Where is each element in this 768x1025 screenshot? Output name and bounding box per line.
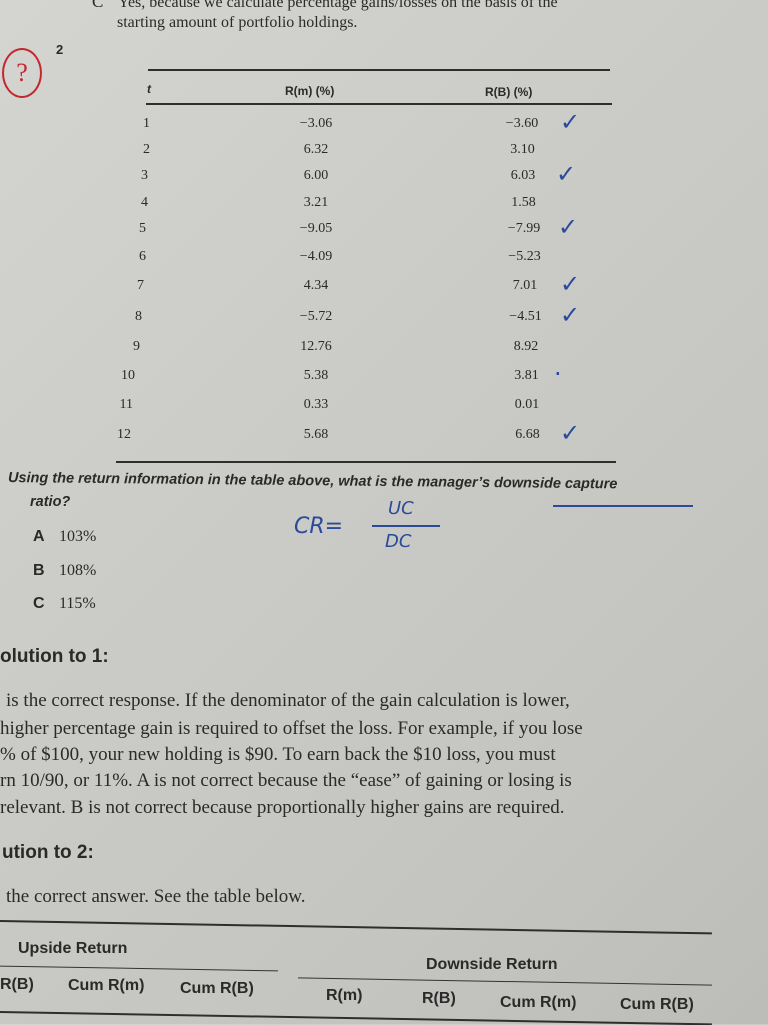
row-t: 12 <box>117 427 131 442</box>
prev-option-text-2: starting amount of portfolio holdings. <box>117 14 358 31</box>
option-b[interactable]: B 108% <box>33 562 96 580</box>
column-header: R(B) <box>422 990 456 1007</box>
downside-rule <box>298 977 712 986</box>
solution1-line: is the correct response. If the denomina… <box>6 690 570 711</box>
column-header: Cum R(B) <box>180 980 254 997</box>
group-downside: Downside Return <box>426 956 558 973</box>
solution2-intro: the correct answer. See the table below. <box>6 886 306 907</box>
row-t: 3 <box>141 168 148 183</box>
option-letter: B <box>33 562 45 579</box>
row-rm: 3.21 <box>303 195 329 210</box>
option-letter: A <box>33 528 45 545</box>
table-header-rule <box>146 103 612 105</box>
option-text: 115% <box>59 595 96 612</box>
row-rm: 12.76 <box>300 339 332 354</box>
handwriting-fraction-bar <box>372 525 440 527</box>
row-t: 6 <box>139 249 146 264</box>
row-t: 1 <box>143 116 150 131</box>
row-mark-checkmark-icon: ✓ <box>560 301 581 329</box>
option-a[interactable]: A 103% <box>33 528 96 546</box>
column-header: Cum R(m) <box>500 994 577 1011</box>
column-header: R(m) <box>326 987 363 1004</box>
row-rb: 6.68 <box>515 427 540 442</box>
row-rb: −5.23 <box>508 249 541 264</box>
row-rm: 4.34 <box>303 278 329 293</box>
solution1-line: relevant. B is not correct because propo… <box>0 797 565 818</box>
table-top-rule <box>148 69 610 71</box>
handwriting-numerator: UC <box>388 498 414 519</box>
row-t: 9 <box>133 339 140 354</box>
row-mark-checkmark-icon: ✓ <box>556 160 577 188</box>
row-t: 5 <box>139 221 146 236</box>
header-rm: R(m) (%) <box>285 84 335 98</box>
row-mark-checkmark-icon: ✓ <box>558 213 579 241</box>
row-rm: 5.68 <box>303 427 329 442</box>
row-rb: 7.01 <box>512 278 538 293</box>
row-rm: −3.06 <box>299 116 333 131</box>
row-rm: −9.05 <box>299 221 333 236</box>
row-rm: 6.00 <box>303 168 329 183</box>
question-prompt-2: ratio? <box>30 494 71 510</box>
row-rb: 8.92 <box>513 339 539 354</box>
question-prompt: Using the return information in the tabl… <box>7 470 618 493</box>
row-t: 11 <box>119 397 133 412</box>
option-text: 103% <box>59 528 97 545</box>
handwriting-denominator: DC <box>385 531 412 552</box>
row-rm: 6.32 <box>303 142 329 157</box>
upside-rule <box>0 965 278 972</box>
solution1-line: higher percentage gain is required to of… <box>0 718 583 739</box>
table-bottom-rule <box>116 461 616 463</box>
row-mark-checkmark-icon: ✓ <box>560 419 581 447</box>
row-t: 8 <box>135 309 142 324</box>
option-letter: C <box>33 595 45 612</box>
row-rm: −4.09 <box>299 249 333 264</box>
row-rm: −5.72 <box>299 309 333 324</box>
prev-option-text: Yes, because we calculate percentage gai… <box>118 0 558 11</box>
solution1-line: % of $100, your new holding is $90. To e… <box>0 744 556 765</box>
solution-table-top-rule <box>0 920 712 935</box>
row-rb: −4.51 <box>509 309 542 324</box>
row-rb: 1.58 <box>511 195 536 210</box>
row-rm: 5.38 <box>303 368 329 383</box>
solution1-heading: olution to 1: <box>0 646 109 667</box>
column-header: R(B) <box>0 976 34 993</box>
row-rb: −7.99 <box>507 221 541 236</box>
row-t: 10 <box>121 368 135 383</box>
handwriting-cr: CR= <box>294 514 344 539</box>
solution-table-header-rule <box>0 1011 712 1025</box>
red-circle-annotation: ? <box>2 48 42 98</box>
header-rb: R(B) (%) <box>485 85 533 99</box>
row-mark-checkmark-icon: ✓ <box>560 108 581 136</box>
solution1-line: rn 10/90, or 11%. A is not correct becau… <box>0 770 572 791</box>
row-rb: −3.60 <box>505 116 539 131</box>
row-mark-checkmark-icon: ✓ <box>560 270 581 298</box>
question-number: 2 <box>56 42 64 57</box>
row-t: 7 <box>137 278 144 293</box>
row-rb: 0.01 <box>514 397 540 412</box>
downside-capture-underline <box>553 505 693 507</box>
group-upside: Upside Return <box>18 940 128 957</box>
row-rb: 6.03 <box>510 168 536 183</box>
solution2-heading: ution to 2: <box>2 842 94 863</box>
row-rm: 0.33 <box>303 397 329 412</box>
row-rb: 3.81 <box>514 368 539 383</box>
row-t: 2 <box>143 142 150 157</box>
prev-option-letter: C <box>92 0 104 11</box>
column-header: Cum R(m) <box>68 977 145 994</box>
option-c[interactable]: C 115% <box>33 595 96 613</box>
row-rb: 3.10 <box>510 142 535 157</box>
option-text: 108% <box>59 562 97 579</box>
column-header: Cum R(B) <box>620 996 694 1013</box>
row-t: 4 <box>141 195 148 210</box>
header-t: t <box>147 82 151 96</box>
row-mark-checkmark-icon: · <box>554 360 562 388</box>
